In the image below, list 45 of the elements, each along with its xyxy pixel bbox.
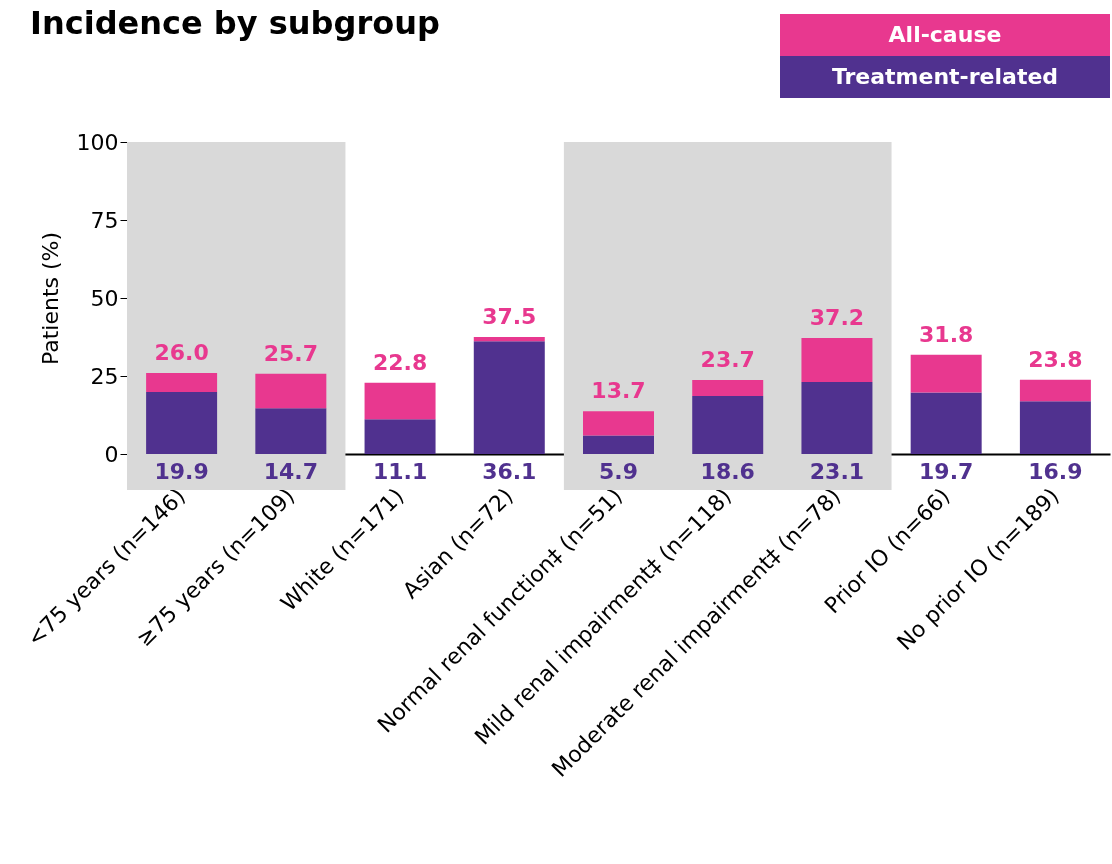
total-label: 31.8 [919, 321, 974, 347]
data-label: 18.6 [700, 459, 755, 484]
total-label: 37.5 [482, 304, 537, 329]
bar [146, 391, 218, 454]
y-tick-label: 25 [90, 363, 119, 389]
bar [255, 373, 327, 409]
data-label: 5.9 [599, 459, 638, 484]
y-tick-label: 50 [90, 285, 119, 311]
data-label: 23.1 [809, 459, 865, 484]
total-label: 37.2 [809, 304, 865, 330]
bar [692, 395, 764, 454]
bar [1019, 401, 1091, 454]
y-tick-label: 100 [76, 129, 119, 155]
data-label: 16.9 [1028, 459, 1083, 484]
total-label: 22.8 [372, 349, 428, 375]
total-label: 13.7 [591, 378, 646, 404]
data-label: 19.7 [919, 459, 974, 484]
bar [255, 408, 327, 454]
bar [364, 382, 436, 420]
text: All-cause [780, 14, 1110, 56]
bar [692, 380, 764, 396]
total-label: 25.7 [263, 340, 318, 366]
y-tick-label: 0 [104, 441, 119, 467]
text: Treatment-related [780, 56, 1110, 98]
bar [1019, 379, 1091, 402]
data-label: 14.7 [263, 459, 318, 484]
bar [801, 381, 873, 454]
bar [473, 337, 545, 342]
bar [583, 435, 654, 454]
bar [910, 354, 982, 393]
chart-title: Incidence by subgroup [30, 4, 440, 42]
bar [146, 372, 218, 392]
data-label: 11.1 [372, 459, 428, 484]
total-label: 26.0 [154, 339, 209, 365]
bar [801, 337, 873, 382]
data-label: 19.9 [154, 459, 209, 484]
y-tick-label: 75 [90, 207, 119, 233]
bar [473, 341, 545, 454]
data-label: 36.1 [482, 459, 537, 484]
total-label: 23.8 [1028, 346, 1083, 372]
bar [364, 419, 436, 454]
bar [583, 411, 654, 436]
total-label: 23.7 [700, 347, 755, 373]
bar [910, 392, 982, 454]
y-axis-title: Patients (%) [37, 231, 63, 366]
